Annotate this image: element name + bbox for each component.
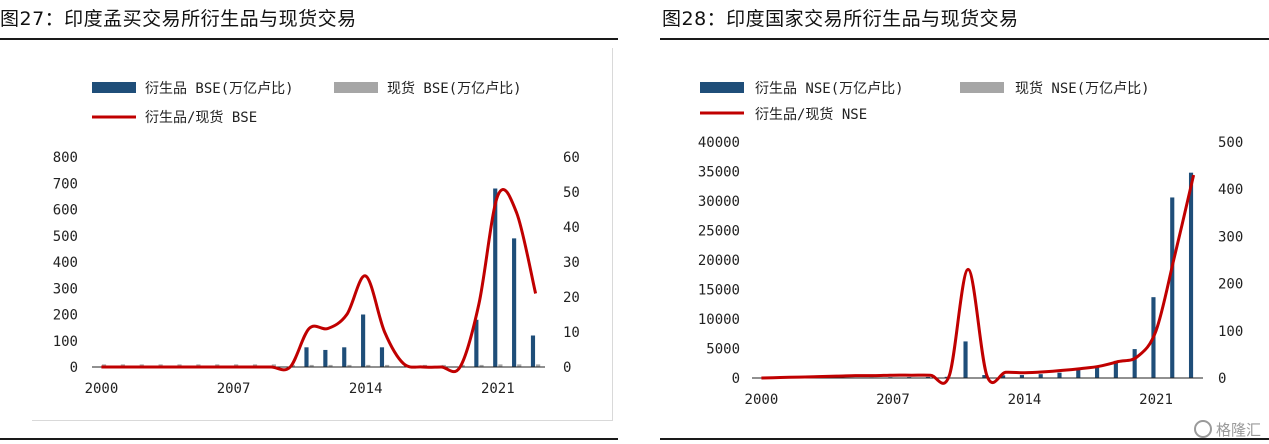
y-right-tick-label: 200 (1218, 277, 1243, 293)
bar-spot (517, 364, 522, 367)
bar-spot (385, 364, 390, 367)
chart-svg-nse: 衍生品 NSE(万亿卢比) 现货 NSE(万亿卢比) 衍生品/现货 NSE 0 5… (698, 80, 1243, 408)
y-left-tick-label: 5000 (706, 342, 740, 358)
y-right-tick-label: 300 (1218, 229, 1243, 245)
x-tick-label: 2000 (85, 381, 119, 397)
y-right-tick-label: 0 (1218, 371, 1226, 387)
ratio-line (101, 188, 538, 374)
bar-derivatives (323, 349, 328, 367)
legend-swatch-derivatives (700, 82, 744, 93)
legend-label-derivatives: 衍生品 BSE(万亿卢比) (145, 81, 294, 97)
bar-derivatives (304, 347, 309, 367)
y-left-tick-label: 0 (732, 371, 740, 387)
y-left-tick-label: 600 (53, 203, 78, 219)
bar-derivatives (925, 376, 931, 378)
ratio-line (761, 174, 1196, 385)
x-tick-label: 2021 (1139, 392, 1173, 408)
y-left-tick-label: 25000 (698, 224, 740, 240)
bar-spot (271, 364, 276, 367)
bar-derivatives (530, 335, 536, 367)
y-left-tick-label: 300 (53, 281, 78, 297)
bar-derivatives (944, 376, 949, 378)
watermark: 格隆汇 (1193, 419, 1261, 440)
legend-swatch-spot (960, 82, 1004, 93)
y-left-tick-label: 400 (53, 255, 78, 271)
bar-spot (328, 364, 333, 367)
bar-spot (498, 364, 503, 367)
y-left-tick-label: 700 (53, 176, 78, 192)
legend-swatch-derivatives (92, 82, 136, 93)
chart-panel-bse: 图27：印度孟买交易所衍生品与现货交易 衍生品 BSE(万亿卢比) 现货 BSE… (0, 0, 618, 444)
legend-swatch-spot (334, 82, 378, 93)
bar-derivatives (493, 188, 498, 367)
y-left-tick-label: 30000 (698, 194, 740, 210)
y-left-tick-label: 20000 (698, 253, 740, 269)
y-right-tick-label: 30 (563, 255, 580, 271)
y-left-tick-label: 0 (70, 360, 78, 376)
legend-label-ratio: 衍生品/现货 BSE (145, 109, 257, 126)
y-left-tick-label: 10000 (698, 312, 740, 328)
chart-svg-bse: 衍生品 BSE(万亿卢比) 现货 BSE(万亿卢比) 衍生品/现货 BSE 0 1… (53, 80, 580, 397)
bar-spot (366, 364, 371, 367)
title-rule (660, 38, 1269, 40)
bar-derivatives (379, 347, 385, 367)
y-left-tick-label: 200 (53, 308, 78, 324)
x-tick-label: 2014 (1008, 392, 1042, 408)
chart-panel-nse: 图28：印度国家交易所衍生品与现货交易 衍生品 NSE(万亿卢比) 现货 NSE… (660, 0, 1269, 444)
y-left-tick-label: 500 (53, 229, 78, 245)
bar-derivatives (1057, 372, 1062, 378)
y-right-tick-label: 100 (1218, 324, 1243, 340)
x-tick-label: 2007 (217, 381, 251, 397)
bar-derivatives (1188, 172, 1194, 378)
bar-derivatives (1076, 369, 1081, 378)
bar-derivatives (982, 375, 987, 378)
bar-derivatives (1019, 375, 1024, 378)
bar-spot (536, 364, 541, 367)
watermark-logo-icon (1193, 420, 1212, 438)
bar-derivatives (342, 347, 347, 367)
y-right-tick-label: 20 (563, 290, 580, 306)
y-left-tick-label: 35000 (698, 165, 740, 181)
y-left-tick-label: 15000 (698, 283, 740, 299)
bar-derivatives (512, 238, 517, 367)
y-right-tick-label: 500 (1218, 135, 1243, 151)
bar-spot (347, 364, 352, 367)
bar-derivatives (361, 314, 366, 367)
bar-derivatives (963, 341, 968, 378)
legend-label-spot: 现货 NSE(万亿卢比) (1015, 80, 1150, 97)
y-right-tick-label: 40 (563, 220, 580, 236)
y-left-tick-label: 100 (53, 334, 78, 350)
legend-label-spot: 现货 BSE(万亿卢比) (387, 80, 522, 97)
chart-frame (32, 48, 613, 421)
chart-title: 图28：印度国家交易所衍生品与现货交易 (662, 8, 1019, 30)
y-right-tick-label: 0 (563, 360, 571, 376)
x-tick-label: 2014 (349, 381, 383, 397)
x-tick-label: 2021 (481, 381, 515, 397)
y-right-tick-label: 400 (1218, 182, 1243, 198)
y-right-tick-label: 50 (563, 185, 580, 201)
y-right-tick-label: 60 (563, 150, 580, 166)
bar-derivatives (1038, 374, 1043, 378)
bar-spot (309, 364, 314, 367)
bottom-rule (660, 438, 1269, 440)
y-right-tick-label: 10 (563, 325, 580, 341)
chart-title: 图27：印度孟买交易所衍生品与现货交易 (0, 8, 357, 30)
bar-spot (460, 364, 465, 367)
x-tick-label: 2007 (876, 392, 910, 408)
bar-spot (479, 364, 484, 367)
x-tick-label: 2000 (745, 392, 779, 408)
bar-derivatives (1132, 349, 1137, 378)
bottom-rule (0, 438, 618, 440)
bar-spot (441, 364, 446, 367)
bar-derivatives (1095, 366, 1100, 378)
bar-derivatives (1113, 360, 1118, 378)
bar-derivatives (1001, 375, 1006, 378)
y-left-tick-label: 800 (53, 150, 78, 166)
legend-label-derivatives: 衍生品 NSE(万亿卢比) (755, 81, 904, 97)
bar-derivatives (474, 319, 479, 367)
title-rule (0, 38, 618, 40)
y-left-tick-label: 40000 (698, 135, 740, 151)
legend-label-ratio: 衍生品/现货 NSE (755, 106, 867, 123)
bar-derivatives (1170, 197, 1175, 378)
